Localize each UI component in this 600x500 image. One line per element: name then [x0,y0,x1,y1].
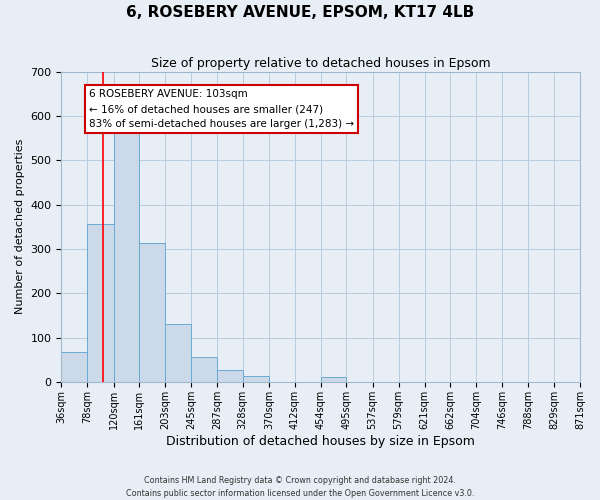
Bar [217,370,243,382]
Y-axis label: Number of detached properties: Number of detached properties [15,139,25,314]
Bar [113,130,139,382]
Bar [243,376,269,382]
Bar [321,378,346,382]
Title: Size of property relative to detached houses in Epsom: Size of property relative to detached ho… [151,58,491,70]
Bar [165,324,191,382]
X-axis label: Distribution of detached houses by size in Epsom: Distribution of detached houses by size … [166,434,475,448]
Text: 6 ROSEBERY AVENUE: 103sqm
← 16% of detached houses are smaller (247)
83% of semi: 6 ROSEBERY AVENUE: 103sqm ← 16% of detac… [89,90,354,129]
Text: 6, ROSEBERY AVENUE, EPSOM, KT17 4LB: 6, ROSEBERY AVENUE, EPSOM, KT17 4LB [126,5,474,20]
Bar [61,352,88,382]
Text: Contains HM Land Registry data © Crown copyright and database right 2024.
Contai: Contains HM Land Registry data © Crown c… [126,476,474,498]
Bar [139,243,165,382]
Bar [88,224,113,382]
Bar [191,356,217,382]
